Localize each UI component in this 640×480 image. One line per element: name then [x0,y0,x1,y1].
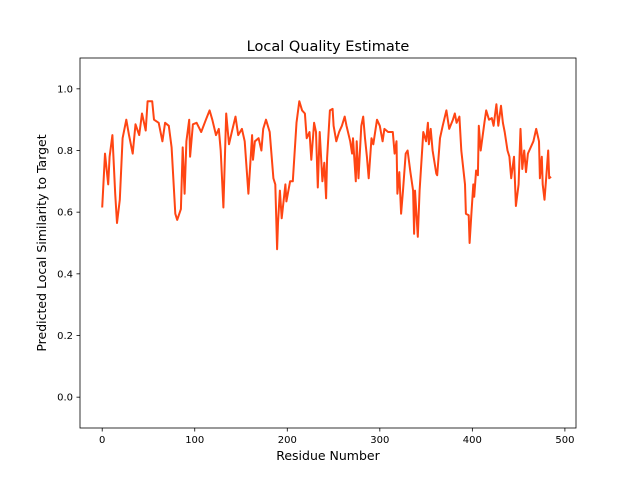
y-tick-label: 0.2 [57,331,73,342]
x-axis: 0 100 200 300 400 500 [99,428,574,446]
x-tick-label: 0 [99,435,105,446]
plot-frame [79,57,577,429]
y-tick-label: 0.0 [57,393,73,404]
chart-title: Local Quality Estimate [247,39,410,55]
series-line [101,100,552,251]
x-tick-label: 500 [555,435,574,446]
x-tick-label: 400 [463,435,482,446]
x-axis-label: Residue Number [276,448,380,463]
y-axis: 0.0 0.2 0.4 0.6 0.8 1.0 [57,84,80,404]
y-tick-label: 0.6 [57,208,73,219]
y-axis-label: Predicted Local Similarity to Target [34,134,49,351]
y-tick-label: 0.4 [57,269,73,280]
y-tick-label: 0.8 [57,146,73,157]
x-tick-label: 300 [370,435,389,446]
plot-area [79,57,577,429]
y-tick-label: 1.0 [57,84,73,95]
x-tick-label: 200 [278,435,297,446]
x-tick-label: 100 [185,435,204,446]
